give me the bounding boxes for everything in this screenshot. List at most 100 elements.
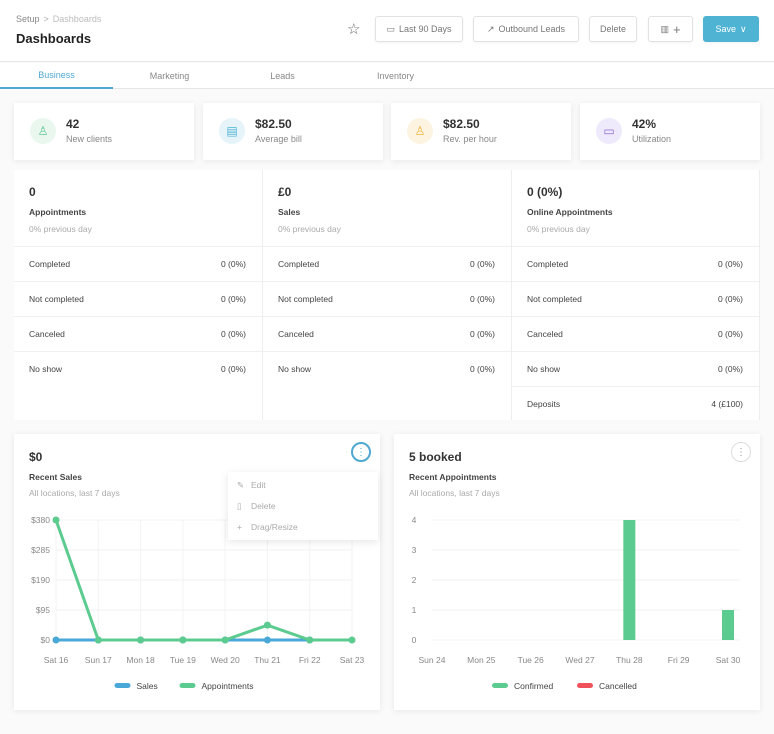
- legend-label[interactable]: Sales: [137, 681, 158, 691]
- outbound-leads-label: Outbound Leads: [498, 24, 566, 34]
- delete-button[interactable]: Delete: [589, 16, 637, 42]
- chevron-down-icon: ∨: [739, 23, 747, 34]
- stat-value: 42: [66, 117, 80, 131]
- plus-icon: +: [672, 21, 681, 37]
- delete-label: Delete: [599, 24, 626, 34]
- trash-icon: ▯: [237, 501, 242, 511]
- menu-item-delete[interactable]: ▯ Delete: [237, 501, 276, 512]
- breadcrumb: Setup > Dashboards: [16, 14, 101, 24]
- widget-options-menu: ✎ Edit ▯ Delete + Drag/Resize: [228, 472, 378, 540]
- summary-change: 0% previous day: [278, 224, 341, 234]
- row-value: 0 (0%): [469, 294, 495, 304]
- legend-label[interactable]: Appointments: [202, 681, 254, 691]
- row-value: 0 (0%): [469, 259, 495, 269]
- bar-chart-icon: ▥: [660, 23, 669, 34]
- y-tick-label: 4: [412, 515, 417, 525]
- row-value: 0 (0%): [469, 364, 495, 374]
- page-title: Dashboards: [16, 31, 92, 46]
- data-point: [263, 621, 271, 629]
- recent-sales-total: $0: [29, 450, 43, 464]
- data-point: [221, 636, 229, 644]
- summary-label: Sales: [278, 207, 301, 217]
- tab-business[interactable]: Business: [0, 63, 113, 89]
- x-tick-label: Sat 23: [340, 655, 365, 665]
- x-tick-label: Sat 30: [716, 655, 741, 665]
- more-options-icon[interactable]: ⋮: [351, 442, 371, 462]
- data-point: [263, 636, 271, 644]
- date-range-button[interactable]: ▭ Last 90 Days: [375, 16, 463, 42]
- stat-card: ♙ $82.50 Rev. per hour: [391, 103, 571, 160]
- data-point: [306, 636, 314, 644]
- stat-card: ♙ 42 New clients: [14, 103, 194, 160]
- summary-row: Not completed 0 (0%): [14, 281, 262, 316]
- summary-row: No show 0 (0%): [263, 351, 511, 386]
- summary-row: Canceled 0 (0%): [512, 316, 759, 351]
- stat-value: $82.50: [255, 117, 292, 131]
- legend-label[interactable]: Cancelled: [599, 681, 637, 691]
- date-range-label: Last 90 Days: [398, 24, 452, 34]
- row-label: Canceled: [29, 329, 65, 339]
- tab-bar: Business Marketing Leads Inventory: [0, 63, 774, 89]
- pencil-icon: ✎: [237, 480, 245, 490]
- star-icon[interactable]: ☆: [347, 21, 361, 38]
- summary-label: Online Appointments: [527, 207, 613, 217]
- row-value: 0 (0%): [717, 329, 743, 339]
- receipt-icon: ▤: [219, 118, 245, 144]
- summary-label: Appointments: [29, 207, 87, 217]
- add-chart-button[interactable]: ▥ +: [648, 16, 693, 42]
- summary-change: 0% previous day: [527, 224, 590, 234]
- summary-value: 0: [29, 185, 36, 199]
- page-header: Setup > Dashboards Dashboards ☆ ▭ Last 90 D…: [0, 0, 774, 62]
- row-label: Not completed: [527, 294, 582, 304]
- outbound-leads-button[interactable]: ↗ Outbound Leads: [473, 16, 579, 42]
- recent-appointments-total: 5 booked: [409, 450, 462, 464]
- summary-panel: 0 (0%) Online Appointments 0% previous d…: [512, 170, 760, 420]
- y-tick-label: 0: [412, 635, 417, 645]
- y-tick-label: $0: [41, 635, 51, 645]
- data-point: [52, 516, 60, 524]
- menu-drag-label: Drag/Resize: [251, 522, 298, 532]
- y-tick-label: $380: [31, 515, 50, 525]
- summary-row: Canceled 0 (0%): [14, 316, 262, 351]
- y-tick-label: $190: [31, 575, 50, 585]
- bar-confirmed: [623, 520, 636, 640]
- row-value: 4 (£100): [711, 399, 743, 409]
- row-label: Not completed: [29, 294, 84, 304]
- row-label: Canceled: [527, 329, 563, 339]
- summary-row: Not completed 0 (0%): [263, 281, 511, 316]
- x-tick-label: Sun 24: [419, 655, 446, 665]
- y-tick-label: 1: [412, 605, 417, 615]
- row-label: Not completed: [278, 294, 333, 304]
- row-value: 0 (0%): [220, 364, 246, 374]
- users-icon: ♙: [30, 118, 56, 144]
- tab-inventory[interactable]: Inventory: [376, 71, 415, 81]
- move-icon: +: [237, 522, 242, 532]
- row-label: No show: [278, 364, 312, 374]
- menu-item-edit[interactable]: ✎ Edit: [237, 480, 266, 491]
- y-tick-label: 3: [412, 545, 417, 555]
- x-tick-label: Sun 17: [85, 655, 112, 665]
- legend-label[interactable]: Confirmed: [514, 681, 553, 691]
- stat-card: ▤ $82.50 Average bill: [203, 103, 383, 160]
- breadcrumb-setup[interactable]: Setup: [16, 14, 40, 24]
- row-label: No show: [29, 364, 63, 374]
- tab-marketing[interactable]: Marketing: [149, 71, 190, 81]
- recent-appointments-chart: 0 1 2 3 4 Sun 24 Mon 25 Tue 26 Wed 27 Thu 28 Fri 2…: [412, 515, 741, 691]
- menu-item-drag-resize[interactable]: + Drag/Resize: [237, 522, 298, 532]
- folder-icon: ▭: [596, 118, 622, 144]
- x-tick-label: Tue 19: [170, 655, 196, 665]
- x-tick-label: Mon 25: [467, 655, 496, 665]
- tab-leads[interactable]: Leads: [270, 71, 295, 81]
- row-value: 0 (0%): [220, 329, 246, 339]
- summary-row: Completed 0 (0%): [512, 246, 759, 281]
- recent-appointments-note: All locations, last 7 days: [409, 488, 500, 498]
- legend-swatch: [179, 683, 196, 688]
- breadcrumb-dashboards: Dashboards: [52, 14, 102, 24]
- x-tick-label: Thu 28: [616, 655, 643, 665]
- summary-value: £0: [278, 185, 292, 199]
- more-options-icon[interactable]: ⋮: [731, 442, 751, 462]
- row-value: 0 (0%): [220, 259, 246, 269]
- x-tick-label: Fri 29: [668, 655, 690, 665]
- summary-row: Not completed 0 (0%): [512, 281, 759, 316]
- save-button[interactable]: Save ∨: [703, 16, 759, 42]
